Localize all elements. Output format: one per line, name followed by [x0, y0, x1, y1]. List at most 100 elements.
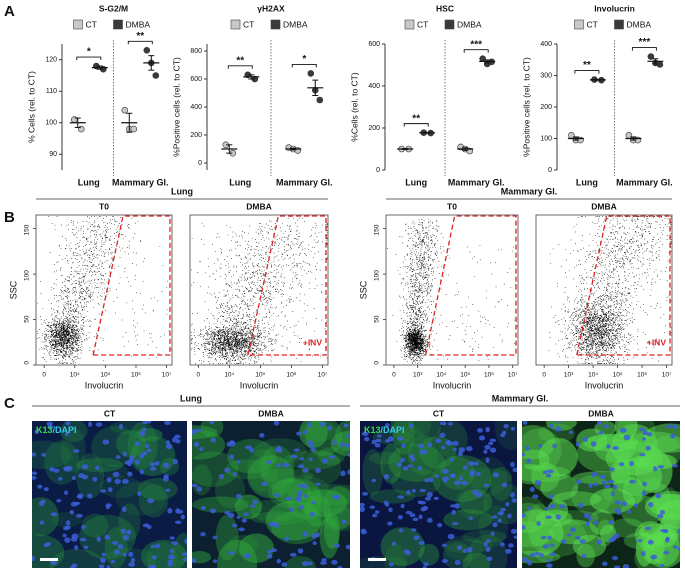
- x-tick-label: 10⁵: [255, 372, 265, 379]
- dapi-nucleus: [309, 511, 316, 517]
- dapi-nucleus: [483, 483, 490, 488]
- dapi-nucleus: [467, 546, 473, 553]
- k13-signal: [214, 472, 245, 509]
- dapi-nucleus: [328, 455, 336, 459]
- dapi-nucleus: [469, 472, 475, 477]
- k13-signal: [98, 464, 129, 479]
- dapi-nucleus: [566, 533, 572, 537]
- dapi-nucleus: [433, 496, 439, 500]
- dapi-nucleus: [588, 483, 593, 488]
- gate-label: +INV: [647, 337, 666, 347]
- dapi-nucleus: [645, 445, 651, 451]
- data-point: [316, 96, 324, 104]
- dapi-nucleus: [309, 443, 315, 449]
- x-tick-label: 10⁷: [318, 372, 328, 379]
- dapi-nucleus: [195, 428, 202, 432]
- dapi-nucleus: [672, 424, 678, 430]
- dapi-nucleus: [259, 433, 265, 438]
- dapi-nucleus: [575, 441, 580, 447]
- k13-signal: [522, 496, 548, 534]
- dapi-nucleus: [169, 548, 174, 554]
- k13-signal: [81, 513, 109, 538]
- y-tick-label: 400: [190, 104, 202, 111]
- dapi-nucleus: [492, 472, 500, 478]
- plot-title: DMBA: [591, 201, 617, 211]
- dapi-nucleus: [500, 433, 506, 438]
- dapi-nucleus: [229, 454, 234, 460]
- k13-signal: [247, 448, 279, 493]
- dapi-nucleus: [642, 481, 647, 487]
- dapi-nucleus: [236, 459, 241, 464]
- x-axis-label: Involucrin: [585, 380, 624, 390]
- dapi-nucleus: [165, 443, 173, 450]
- legend-label: DMBA: [457, 19, 482, 29]
- dapi-nucleus: [126, 529, 132, 536]
- dapi-nucleus: [426, 491, 433, 498]
- k13-signal: [227, 535, 259, 556]
- dapi-nucleus: [92, 476, 98, 482]
- dapi-nucleus: [128, 551, 134, 557]
- dapi-nucleus: [384, 423, 390, 428]
- y-tick-label: 100: [540, 135, 552, 142]
- gate-label: +INV: [303, 337, 322, 347]
- dapi-nucleus: [477, 427, 483, 433]
- dapi-nucleus: [402, 466, 409, 471]
- dapi-nucleus: [522, 421, 528, 425]
- k13-signal: [44, 440, 80, 485]
- dapi-nucleus: [483, 449, 488, 454]
- dapi-nucleus: [447, 533, 455, 540]
- dapi-nucleus: [441, 558, 448, 564]
- dapi-nucleus: [150, 466, 157, 471]
- dapi-nucleus: [467, 461, 475, 466]
- k13-signal: [91, 426, 139, 468]
- dapi-nucleus: [544, 506, 551, 511]
- dapi-nucleus: [76, 494, 83, 499]
- dapi-nucleus: [663, 550, 670, 555]
- k13-signal: [650, 528, 680, 567]
- k13-signal: [109, 421, 147, 434]
- dapi-nucleus: [512, 467, 517, 473]
- dapi-nucleus: [81, 464, 89, 470]
- dapi-nucleus: [64, 490, 69, 496]
- data-point: [152, 72, 160, 79]
- dapi-nucleus: [640, 550, 646, 557]
- dapi-nucleus: [39, 520, 45, 525]
- dapi-nucleus: [302, 561, 309, 567]
- dapi-nucleus: [236, 515, 241, 519]
- significance-bracket: [291, 63, 317, 68]
- dapi-nucleus: [321, 558, 327, 562]
- k13-signal: [384, 543, 406, 568]
- dapi-nucleus: [95, 422, 103, 427]
- dapi-nucleus: [597, 421, 603, 426]
- legend-swatch: [614, 19, 624, 30]
- dapi-nucleus: [612, 446, 619, 451]
- x-tick-label: 10⁶: [637, 372, 647, 379]
- dapi-nucleus: [266, 553, 273, 559]
- dapi-nucleus: [303, 494, 309, 498]
- dapi-nucleus: [252, 499, 259, 505]
- dapi-nucleus: [303, 429, 308, 435]
- dapi-nucleus: [451, 521, 459, 526]
- dapi-nucleus: [434, 474, 440, 478]
- dapi-nucleus: [184, 538, 187, 544]
- significance-label: **: [412, 113, 420, 124]
- dapi-nucleus: [345, 544, 350, 550]
- dapi-nucleus: [486, 538, 491, 543]
- group-label: Lung: [576, 177, 598, 187]
- plot-title: DMBA: [246, 201, 272, 211]
- legend-label: DMBA: [627, 19, 652, 29]
- dapi-nucleus: [130, 557, 136, 563]
- dapi-nucleus: [273, 421, 280, 426]
- dapi-nucleus: [299, 457, 304, 461]
- dapi-nucleus: [73, 545, 79, 551]
- dapi-nucleus: [596, 539, 602, 545]
- dapi-nucleus: [360, 502, 365, 508]
- dapi-nucleus: [46, 541, 51, 546]
- dapi-nucleus: [268, 521, 276, 527]
- k13-signal: [322, 486, 350, 530]
- dapi-nucleus: [232, 472, 237, 476]
- dapi-nucleus: [371, 439, 377, 445]
- y-tick-label: 300: [540, 72, 552, 79]
- legend-swatch: [574, 19, 584, 30]
- event-dots: [387, 218, 518, 364]
